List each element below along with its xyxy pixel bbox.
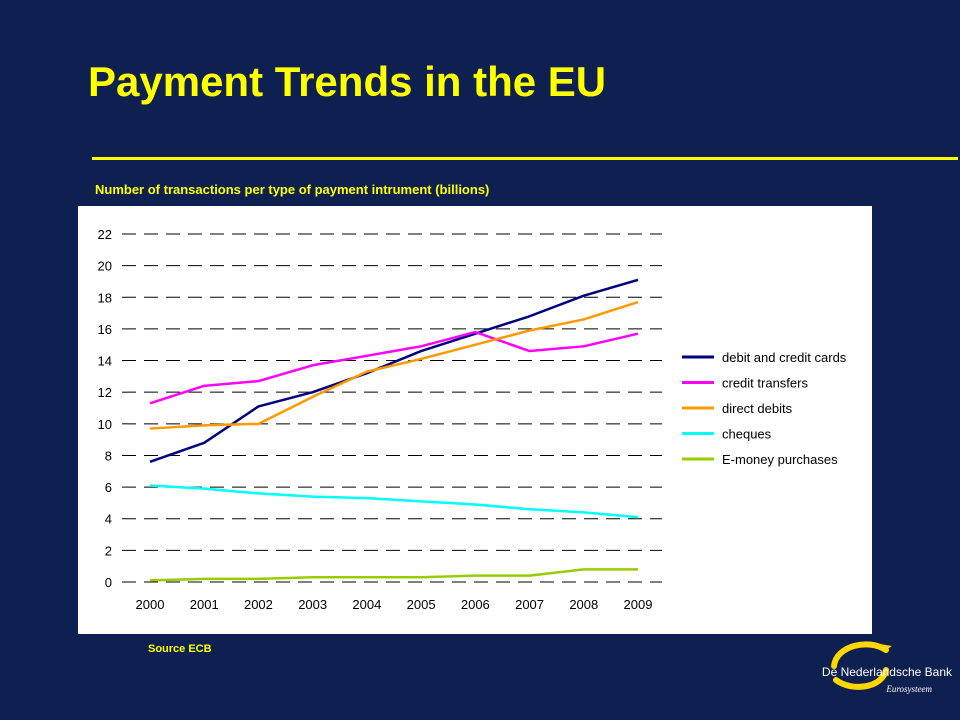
- x-tick-label: 2004: [352, 597, 381, 612]
- series-line: [149, 330, 639, 405]
- y-tick-label: 4: [105, 512, 112, 527]
- legend-label: debit and credit cards: [722, 350, 847, 365]
- x-tick-label: 2007: [515, 597, 544, 612]
- chart-subtitle: Number of transactions per type of payme…: [95, 182, 490, 197]
- chart-panel: 0 2 4 6 8 10 12 14 16 18 20 22 2000 2001 2002 2003 2004…: [78, 206, 872, 634]
- y-axis-labels: 0 2 4 6 8 10 12 14 16 18 20 22: [98, 227, 112, 590]
- y-tick-label: 22: [98, 227, 112, 242]
- legend-label: credit transfers: [722, 376, 808, 391]
- y-tick-label: 16: [98, 322, 112, 337]
- brand-name: De Nederlandsche Bank: [821, 665, 952, 679]
- y-tick-label: 0: [105, 575, 112, 590]
- y-tick-label: 18: [98, 290, 112, 305]
- y-tick-label: 6: [105, 480, 112, 495]
- x-tick-label: 2003: [298, 597, 327, 612]
- x-tick-label: 2005: [407, 597, 436, 612]
- chart-legend: debit and credit cards credit transfers di…: [682, 350, 847, 467]
- y-tick-label: 8: [105, 448, 112, 463]
- x-tick-label: 2001: [190, 597, 219, 612]
- y-tick-label: 2: [105, 543, 112, 558]
- y-tick-label: 20: [98, 259, 112, 274]
- y-tick-label: 14: [98, 354, 112, 369]
- series-line: [149, 568, 638, 582]
- x-axis-labels: 2000 2001 2002 2003 2004 2005 2006 2007 2008 2009: [136, 597, 653, 612]
- x-tick-label: 2002: [244, 597, 273, 612]
- legend-label: E-money purchases: [722, 452, 838, 467]
- x-tick-label: 2000: [136, 597, 165, 612]
- series-line: [149, 300, 639, 430]
- legend-label: cheques: [722, 427, 772, 442]
- title-underline: [92, 157, 958, 160]
- legend-label: direct debits: [722, 401, 793, 416]
- series-line: [149, 278, 639, 463]
- slide-title: Payment Trends in the EU: [88, 58, 607, 105]
- x-tick-label: 2006: [461, 597, 490, 612]
- dnb-swirl-logo-icon: [831, 641, 892, 690]
- series-line: [149, 484, 639, 519]
- y-tick-label: 12: [98, 385, 112, 400]
- y-tick-label: 10: [98, 417, 112, 432]
- grid-lines: [122, 233, 662, 583]
- source-note: Source ECB: [148, 643, 212, 655]
- x-tick-label: 2009: [624, 597, 653, 612]
- series-lines: [149, 278, 639, 582]
- brand-subtitle: Eurosysteem: [886, 684, 932, 694]
- x-tick-label: 2008: [569, 597, 598, 612]
- line-chart: 0 2 4 6 8 10 12 14 16 18 20 22 2000 2001 2002 2003 2004…: [98, 227, 847, 612]
